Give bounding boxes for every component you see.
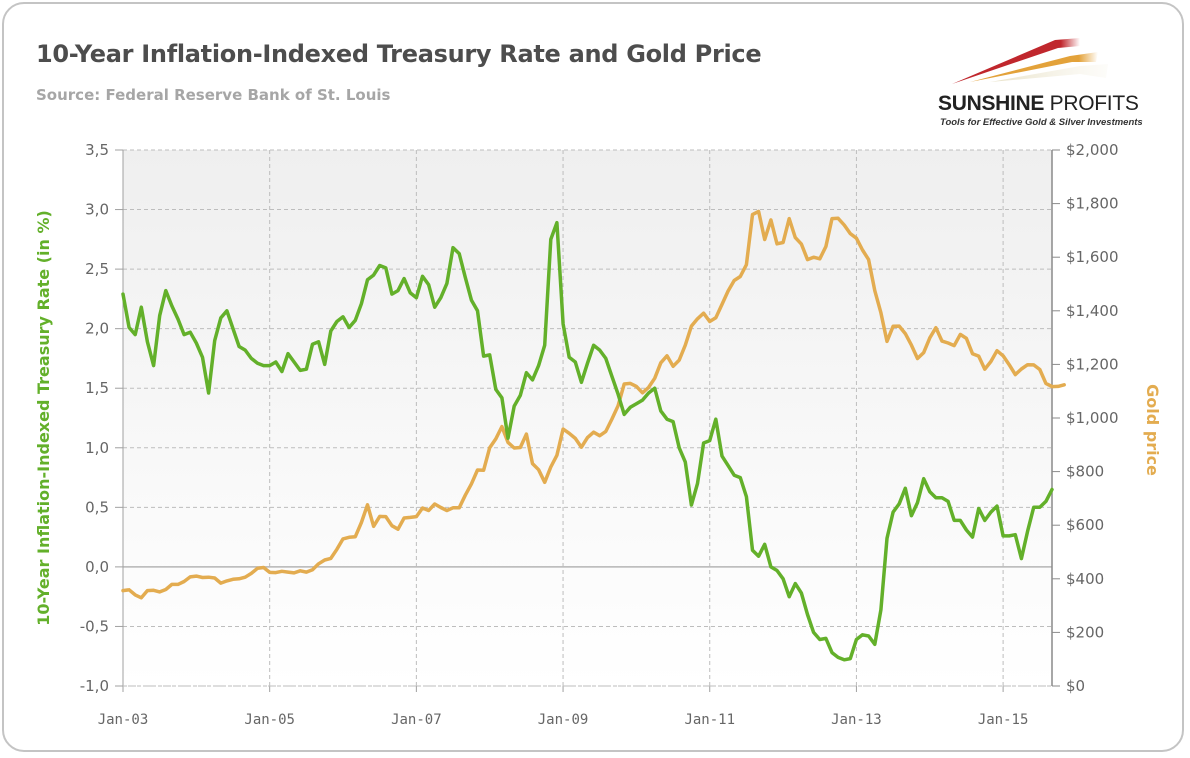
- chart-title: 10-Year Inflation-Indexed Treasury Rate …: [36, 40, 762, 68]
- chart-subtitle: Source: Federal Reserve Bank of St. Loui…: [36, 86, 391, 104]
- rate-series-line: [121, 220, 1054, 662]
- left-tick-label: 2,5: [85, 260, 109, 278]
- x-tick-label: Jan-07: [391, 712, 442, 728]
- left-tick-label: -0,5: [80, 617, 109, 635]
- left-tick-label: 0,0: [85, 558, 109, 576]
- right-tick-label: $0: [1066, 677, 1085, 695]
- right-tick-label: $1,800: [1066, 195, 1119, 213]
- left-axis-title: 10-Year Inflation-Indexed Treasury Rate …: [34, 210, 53, 626]
- sunshine-profits-logo: SUNSHINE PROFITS Tools for Effective Gol…: [930, 20, 1170, 130]
- x-tick-label: Jan-13: [831, 712, 882, 728]
- x-tick-label: Jan-11: [684, 712, 735, 728]
- logo-name: SUNSHINE PROFITS: [938, 92, 1139, 115]
- right-axis-title: Gold price: [1143, 384, 1162, 476]
- x-tick-label: Jan-15: [978, 712, 1029, 728]
- logo-swoosh-icon: [952, 38, 1108, 84]
- gold-series-line: [121, 209, 1066, 600]
- left-tick-label: 1,5: [85, 379, 109, 397]
- left-tick-label: 2,0: [85, 320, 109, 338]
- right-tick-label: $600: [1066, 516, 1104, 534]
- right-tick-label: $800: [1066, 463, 1104, 481]
- logo-tagline: Tools for Effective Gold & Silver Invest…: [940, 117, 1143, 128]
- x-tick-label: Jan-09: [538, 712, 589, 728]
- left-tick-label: 3,5: [85, 141, 109, 159]
- x-tick-label: Jan-05: [244, 712, 295, 728]
- left-tick-label: 1,0: [85, 439, 109, 457]
- right-tick-label: $1,000: [1066, 409, 1119, 427]
- right-tick-label: $1,600: [1066, 248, 1119, 266]
- left-tick-label: 0,5: [85, 498, 109, 516]
- left-tick-label: 3,0: [85, 201, 109, 219]
- plot-area: [123, 150, 1052, 686]
- right-tick-label: $400: [1066, 570, 1104, 588]
- left-tick-label: -1,0: [80, 677, 109, 695]
- right-tick-label: $1,200: [1066, 355, 1119, 373]
- right-tick-label: $200: [1066, 623, 1104, 641]
- right-tick-label: $1,400: [1066, 302, 1119, 320]
- x-tick-label: Jan-03: [98, 712, 149, 728]
- right-tick-label: $2,000: [1066, 141, 1119, 159]
